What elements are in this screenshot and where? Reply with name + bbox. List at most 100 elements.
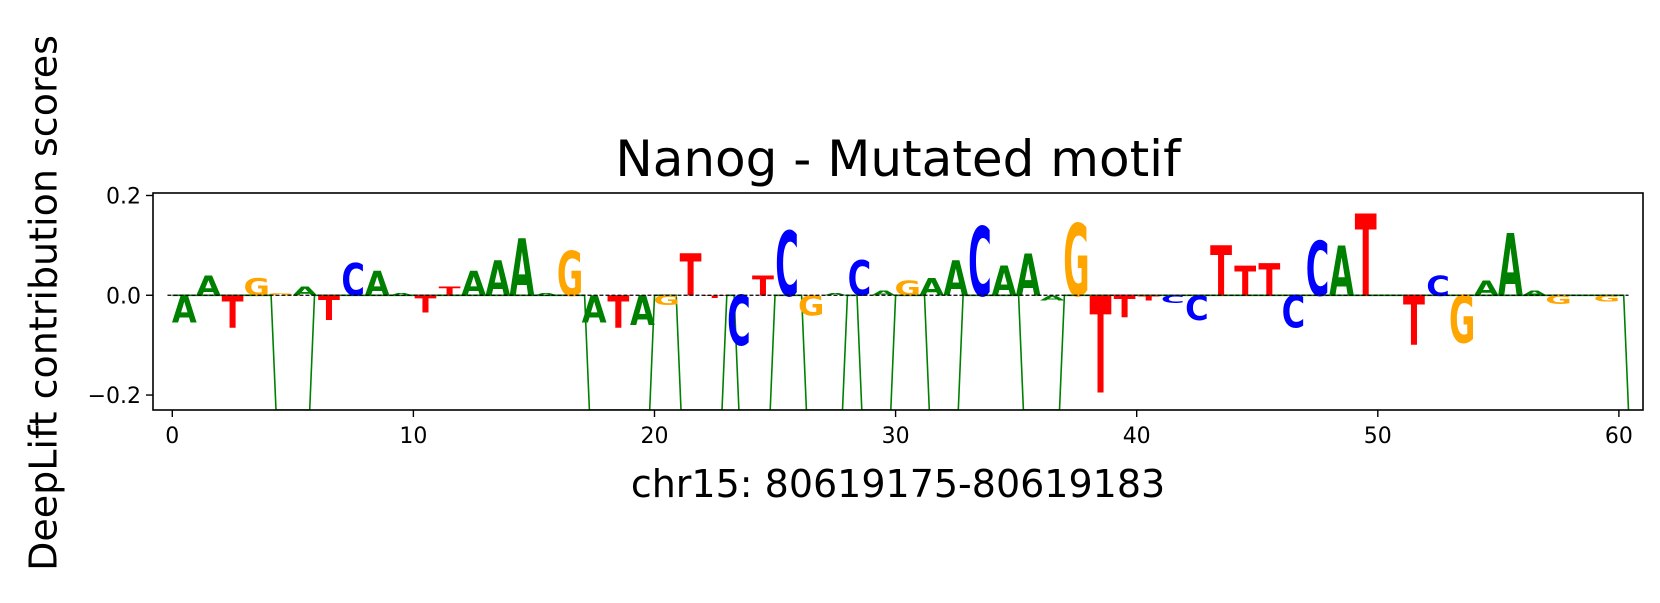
logo-letter-a: A bbox=[389, 292, 414, 296]
logo-letter-a: A bbox=[172, 289, 197, 332]
y-tick-label: −0.2 bbox=[88, 384, 141, 409]
letter-glyph: G bbox=[1545, 293, 1571, 308]
letter-glyph: C bbox=[1161, 293, 1185, 305]
logo-letter-a: A bbox=[1522, 289, 1547, 297]
logo-letter-t: T bbox=[1090, 269, 1112, 424]
logo-letter-g: G bbox=[1594, 294, 1620, 304]
letter-glyph: G bbox=[1063, 205, 1089, 319]
letter-glyph: A bbox=[1329, 231, 1354, 312]
letter-glyph: T bbox=[607, 288, 629, 340]
logo-letter-t: T bbox=[1403, 281, 1425, 362]
y-tick-label: 0.0 bbox=[106, 284, 141, 309]
letter-glyph: A bbox=[509, 223, 534, 315]
letter-glyph: C bbox=[848, 251, 872, 307]
letter-glyph: T bbox=[1258, 255, 1280, 307]
logo-letter-c: C bbox=[848, 251, 872, 307]
letter-glyph: T bbox=[439, 284, 461, 299]
x-axis-label: chr15: 80619175-80619183 bbox=[631, 462, 1165, 506]
letter-glyph: T bbox=[1138, 294, 1160, 302]
x-tick-label: 30 bbox=[882, 424, 910, 449]
logo-letter-g: G bbox=[557, 238, 583, 311]
x-tick-label: 60 bbox=[1605, 424, 1633, 449]
letter-glyph: T bbox=[222, 288, 244, 340]
letter-glyph: A bbox=[992, 257, 1017, 305]
logo-letter-c: C bbox=[1282, 288, 1306, 340]
logo-letter-a: A bbox=[292, 284, 317, 299]
logo-letter-a: A bbox=[1498, 217, 1523, 316]
logo-letter-a: A bbox=[943, 251, 968, 307]
letter-glyph: G bbox=[243, 273, 269, 301]
letter-glyph: G bbox=[1594, 294, 1620, 304]
logo-letter-t: T bbox=[607, 288, 629, 340]
logo-letter-a: A bbox=[1329, 231, 1354, 312]
contribution-trace bbox=[172, 294, 1630, 410]
logo-letter-g: G bbox=[653, 293, 679, 309]
logo-letter-c: C bbox=[1426, 271, 1450, 303]
logo-letter-t: T bbox=[1210, 231, 1232, 312]
logo-letter-t: T bbox=[439, 284, 461, 299]
logo-letter-t: T bbox=[414, 291, 437, 319]
logo-letter-c: C bbox=[1306, 225, 1330, 313]
letter-glyph: C bbox=[1426, 271, 1450, 303]
logo-letter-a: A bbox=[534, 292, 559, 296]
logo-letter-t: T bbox=[222, 288, 244, 340]
letter-glyph: C bbox=[1282, 288, 1306, 340]
letter-glyph: C bbox=[1306, 225, 1330, 313]
letter-glyph: C bbox=[968, 207, 992, 318]
y-axis-ticks: 0.2 0.0 −0.2 bbox=[88, 184, 153, 409]
letter-glyph: T bbox=[1090, 269, 1112, 424]
logo-letter-t: T bbox=[1355, 191, 1377, 323]
logo-letter-c: C bbox=[1185, 288, 1209, 328]
letter-glyph: T bbox=[1210, 231, 1232, 312]
letter-glyph: T bbox=[704, 295, 727, 299]
logo-letter-a: A bbox=[1040, 294, 1065, 302]
letter-glyph: A bbox=[1498, 217, 1523, 316]
x-tick-label: 50 bbox=[1364, 424, 1392, 449]
logo-letter-g: G bbox=[1545, 293, 1571, 308]
letter-glyph: T bbox=[1403, 281, 1425, 362]
letter-glyph: T bbox=[414, 291, 437, 319]
logo-letter-a: A bbox=[919, 273, 944, 301]
logo-letter-g: G bbox=[1449, 283, 1475, 359]
letter-glyph: A bbox=[1522, 289, 1547, 297]
y-tick-label: 0.2 bbox=[106, 184, 141, 209]
letter-glyph: G bbox=[894, 277, 920, 301]
letter-glyph: T bbox=[1114, 290, 1136, 325]
logo-letter-t: T bbox=[1114, 290, 1136, 325]
logo-letter-a: A bbox=[509, 223, 534, 315]
logo-letter-t: T bbox=[680, 242, 702, 310]
letter-glyph: C bbox=[341, 255, 365, 307]
letter-glyph: A bbox=[389, 292, 414, 296]
x-tick-label: 0 bbox=[165, 424, 179, 449]
letter-glyph: A bbox=[823, 292, 848, 296]
letter-glyph: A bbox=[485, 251, 510, 307]
logo-letter-a: A bbox=[823, 292, 848, 296]
letter-glyph: A bbox=[196, 271, 221, 303]
logo-letter-a: A bbox=[485, 251, 510, 307]
logo-letter-g: G bbox=[894, 277, 920, 301]
letter-glyph: C bbox=[1185, 288, 1209, 328]
logo-letter-t: T bbox=[1234, 257, 1256, 305]
letter-glyph: A bbox=[534, 292, 559, 296]
letter-glyph: C bbox=[775, 213, 799, 317]
letter-glyph: T bbox=[1355, 191, 1377, 323]
letter-glyph: T bbox=[680, 242, 702, 310]
x-tick-label: 10 bbox=[399, 424, 427, 449]
letter-glyph: T bbox=[318, 288, 340, 328]
logo-letter-c: C bbox=[1161, 293, 1185, 305]
letter-glyph: A bbox=[1040, 294, 1065, 302]
letter-glyph: A bbox=[582, 289, 607, 332]
logo-letter-a: A bbox=[582, 289, 607, 332]
logo-letter-t: T bbox=[704, 295, 727, 299]
letter-glyph: T bbox=[1234, 257, 1256, 305]
letter-glyph: G bbox=[1449, 283, 1475, 359]
letter-glyph: A bbox=[461, 263, 486, 303]
letter-glyph: A bbox=[919, 273, 944, 301]
logo-letter-c: C bbox=[775, 213, 799, 317]
y-axis-label: DeepLift contribution scores bbox=[22, 35, 66, 571]
letter-glyph: A bbox=[1474, 277, 1499, 301]
logo-letter-t: T bbox=[1138, 294, 1160, 302]
logo-letter-c: C bbox=[727, 281, 751, 362]
